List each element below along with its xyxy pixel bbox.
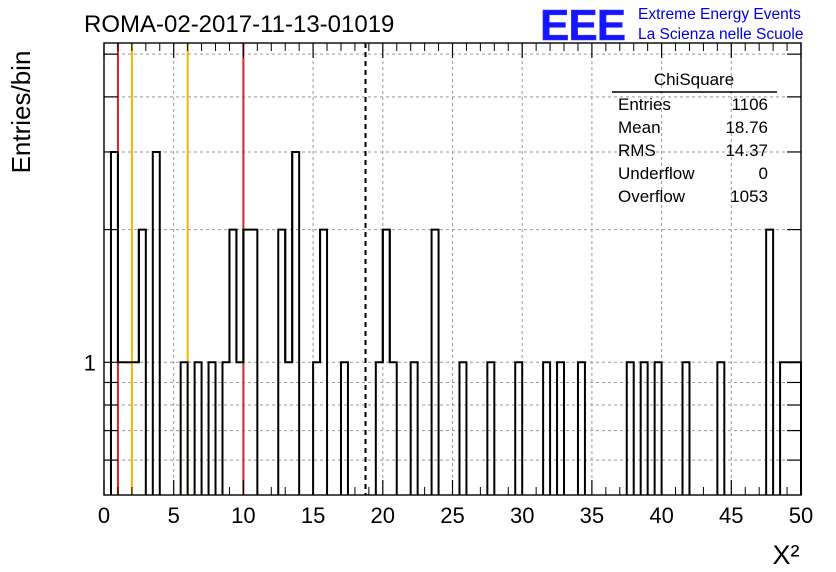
stats-mean-value: 18.76	[725, 118, 768, 137]
stats-rms-label: RMS	[618, 141, 656, 160]
stats-entries-label: Entries	[618, 95, 671, 114]
x-tick-label: 10	[231, 503, 255, 528]
histogram-bin	[458, 361, 468, 495]
grid-layer	[104, 43, 801, 495]
histogram-bin	[409, 361, 419, 495]
histogram-bin	[556, 361, 566, 495]
histogram-bin	[109, 150, 119, 495]
stats-box: ChiSquare Entries 1106 Mean 18.76 RMS 14…	[612, 70, 777, 206]
stats-underflow-label: Underflow	[618, 164, 695, 183]
histogram-bin	[291, 150, 301, 495]
histogram-bin	[242, 228, 251, 363]
histogram-bin	[312, 229, 322, 495]
reference-lines-layer	[116, 43, 367, 495]
stats-rms-value: 14.37	[725, 141, 768, 160]
x-axis-label: X²	[773, 540, 800, 570]
histogram-bin	[388, 229, 398, 495]
histogram-bin	[681, 361, 691, 495]
histogram-bin	[576, 361, 586, 495]
stats-overflow-value: 1053	[730, 187, 768, 206]
histogram-bin	[221, 229, 231, 495]
histogram-bin	[179, 361, 189, 495]
histogram-bin	[151, 150, 161, 495]
histogram-bin	[131, 229, 140, 364]
histogram-bin	[284, 151, 294, 364]
project-subtitle: La Scienza nelle Scuole	[638, 26, 803, 43]
histogram-bin	[486, 361, 496, 495]
histogram-bin	[193, 361, 203, 495]
histogram-bin	[116, 151, 125, 364]
stats-underflow-value: 0	[759, 164, 768, 183]
x-tick-label: 35	[580, 503, 604, 528]
histogram-bin	[374, 229, 384, 495]
stats-title: ChiSquare	[654, 70, 734, 89]
stats-entries-value: 1106	[731, 95, 768, 114]
histogram-bin	[381, 228, 391, 363]
axis-ticks-layer: 0 5 10 15 20 25 30 35 40 45 50 1	[84, 43, 813, 528]
histogram-bin	[339, 361, 349, 495]
x-tick-label: 40	[649, 503, 673, 528]
histogram-bin	[542, 361, 552, 495]
x-tick-label: 15	[301, 503, 325, 528]
histogram-bin	[639, 361, 649, 495]
histogram-bin	[235, 229, 245, 364]
y-tick-label: 1	[84, 350, 96, 375]
histogram-bin	[430, 228, 440, 495]
x-tick-label: 30	[510, 503, 534, 528]
histogram-bin	[207, 361, 217, 495]
histogram-bin	[137, 228, 147, 495]
histogram-bin	[228, 228, 238, 363]
histogram-bin	[250, 228, 259, 495]
project-name: Extreme Energy Events	[638, 6, 801, 23]
histogram-bin	[625, 361, 635, 495]
x-tick-label: 50	[789, 503, 813, 528]
histogram-bin	[514, 361, 524, 495]
histogram-bin	[653, 361, 663, 495]
stats-mean-label: Mean	[618, 118, 661, 137]
x-tick-label: 45	[719, 503, 743, 528]
histogram-bin	[716, 361, 726, 495]
histogram-bins-layer	[109, 150, 802, 495]
eee-logo: EEE	[540, 1, 625, 50]
histogram-bin	[765, 228, 775, 495]
x-tick-label: 20	[371, 503, 395, 528]
stats-overflow-label: Overflow	[618, 187, 686, 206]
run-title: ROMA-02-2017-11-13-01019	[84, 11, 394, 38]
x-tick-label: 5	[168, 503, 180, 528]
x-tick-label: 25	[440, 503, 464, 528]
y-axis-label: Entries/bin	[6, 51, 36, 174]
histogram-bin	[319, 228, 329, 495]
x-tick-label: 0	[98, 503, 110, 528]
